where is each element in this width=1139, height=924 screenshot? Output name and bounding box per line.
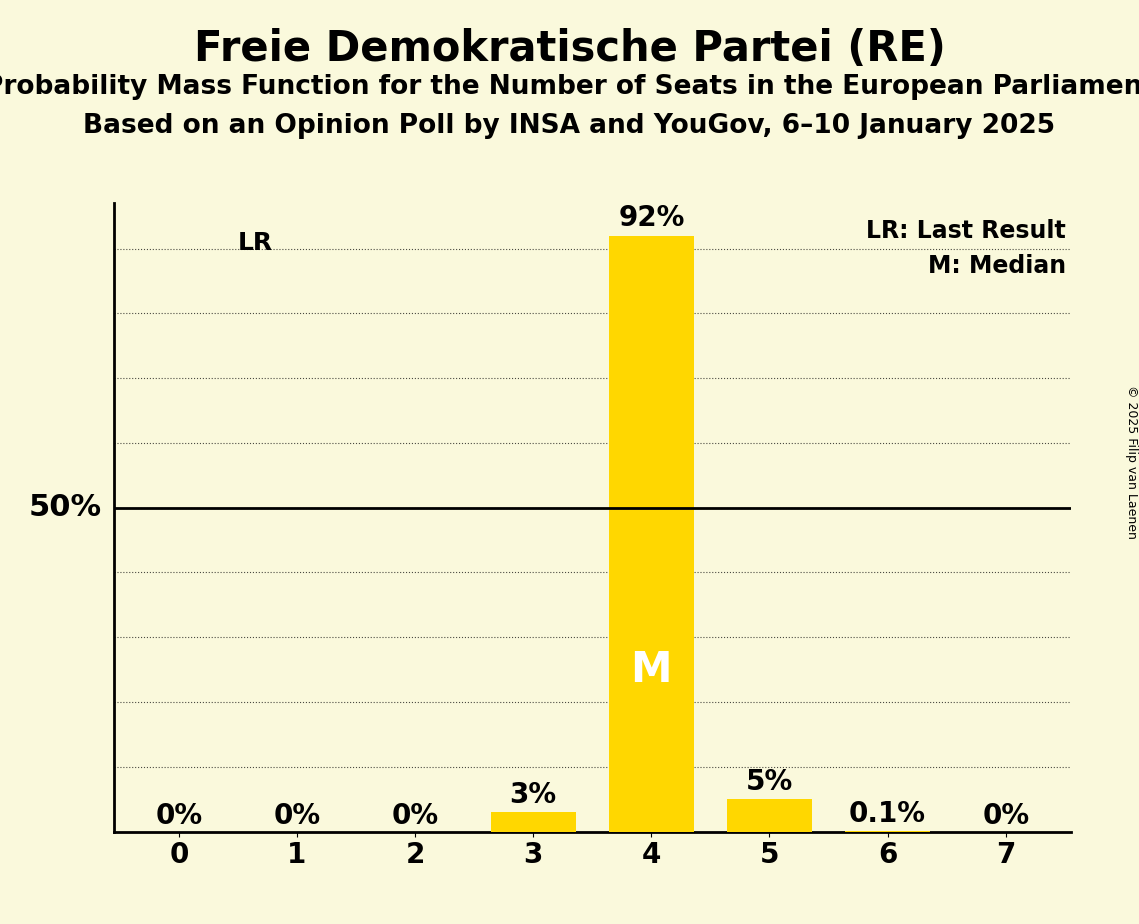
Text: Probability Mass Function for the Number of Seats in the European Parliament: Probability Mass Function for the Number… [0, 74, 1139, 100]
Text: 92%: 92% [618, 204, 685, 233]
Text: M: Median: M: Median [928, 253, 1066, 277]
Text: © 2025 Filip van Laenen: © 2025 Filip van Laenen [1124, 385, 1138, 539]
Text: M: M [631, 649, 672, 690]
Text: 50%: 50% [28, 493, 103, 522]
Text: 0%: 0% [392, 802, 439, 831]
Text: 0%: 0% [155, 802, 203, 831]
Text: LR: Last Result: LR: Last Result [866, 219, 1066, 243]
Text: LR: LR [238, 231, 273, 255]
Bar [491, 812, 575, 832]
Text: Based on an Opinion Poll by INSA and YouGov, 6–10 January 2025: Based on an Opinion Poll by INSA and You… [83, 113, 1056, 139]
Text: 5%: 5% [746, 768, 793, 796]
Text: 0.1%: 0.1% [849, 799, 926, 828]
Text: Freie Demokratische Partei (RE): Freie Demokratische Partei (RE) [194, 28, 945, 69]
Bar [609, 236, 694, 832]
Text: 3%: 3% [509, 781, 557, 808]
Text: 0%: 0% [982, 802, 1030, 831]
Text: 0%: 0% [273, 802, 320, 831]
Bar [727, 799, 812, 832]
